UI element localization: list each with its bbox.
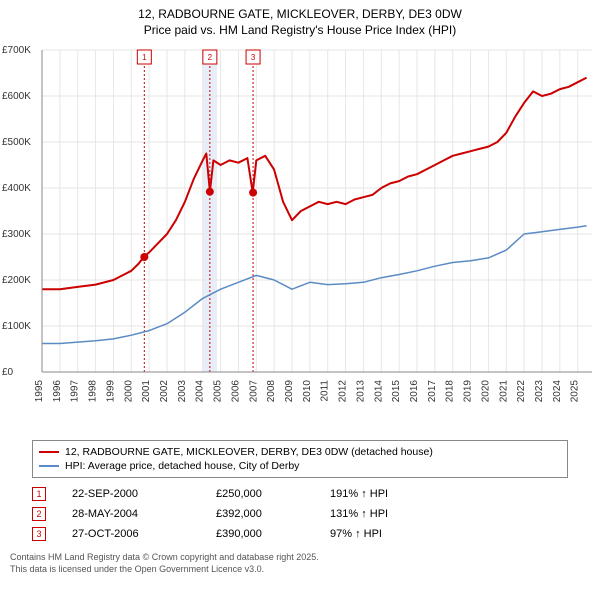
event-date: 28-MAY-2004 — [72, 508, 212, 520]
event-badge: 1 — [32, 487, 46, 501]
event-badge: 3 — [32, 527, 46, 541]
svg-text:2005: 2005 — [213, 380, 224, 403]
svg-text:2009: 2009 — [284, 380, 295, 403]
footer-attribution: Contains HM Land Registry data © Crown c… — [10, 552, 590, 575]
svg-text:2001: 2001 — [141, 380, 152, 403]
svg-text:2011: 2011 — [320, 380, 331, 402]
event-row: 3 27-OCT-2006 £390,000 97% ↑ HPI — [32, 524, 568, 544]
chart-title-block: 12, RADBOURNE GATE, MICKLEOVER, DERBY, D… — [0, 0, 600, 40]
svg-text:2025: 2025 — [570, 380, 581, 403]
footer-line1: Contains HM Land Registry data © Crown c… — [10, 552, 590, 564]
event-row: 2 28-MAY-2004 £392,000 131% ↑ HPI — [32, 504, 568, 524]
svg-text:1999: 1999 — [105, 380, 116, 403]
svg-text:2012: 2012 — [338, 380, 349, 403]
svg-text:2007: 2007 — [248, 380, 259, 403]
svg-text:2: 2 — [208, 53, 213, 62]
legend-label: HPI: Average price, detached house, City… — [65, 460, 299, 472]
svg-text:3: 3 — [251, 53, 256, 62]
legend-swatch — [39, 451, 59, 453]
event-date: 22-SEP-2000 — [72, 488, 212, 500]
event-price: £390,000 — [216, 528, 326, 540]
chart-svg: 1 2 3 £0 £100K £200K £300K £400K £500K £600K £700K… — [0, 44, 600, 434]
footer-line2: This data is licensed under the Open Gov… — [10, 564, 590, 576]
svg-text:2018: 2018 — [445, 380, 456, 403]
svg-text:1998: 1998 — [88, 380, 99, 403]
svg-text:2006: 2006 — [230, 380, 241, 403]
event-date: 27-OCT-2006 — [72, 528, 212, 540]
svg-text:1995: 1995 — [34, 380, 45, 403]
legend-label: 12, RADBOURNE GATE, MICKLEOVER, DERBY, D… — [65, 446, 433, 458]
chart-area: 1 2 3 £0 £100K £200K £300K £400K £500K £600K £700K… — [0, 44, 600, 434]
svg-text:2014: 2014 — [373, 380, 384, 403]
svg-text:2024: 2024 — [552, 380, 563, 403]
svg-text:£100K: £100K — [2, 321, 31, 332]
svg-text:£600K: £600K — [2, 91, 31, 102]
svg-text:2022: 2022 — [516, 380, 527, 403]
event-badge: 2 — [32, 507, 46, 521]
svg-text:1: 1 — [142, 53, 147, 62]
svg-text:1996: 1996 — [52, 380, 63, 403]
svg-text:2008: 2008 — [266, 380, 277, 403]
svg-text:2003: 2003 — [177, 380, 188, 403]
svg-text:£400K: £400K — [2, 183, 31, 194]
svg-text:2013: 2013 — [355, 380, 366, 403]
chart-title-address: 12, RADBOURNE GATE, MICKLEOVER, DERBY, D… — [0, 6, 600, 22]
event-hpi: 131% ↑ HPI — [330, 508, 450, 520]
svg-text:£0: £0 — [2, 367, 14, 378]
svg-text:2010: 2010 — [302, 380, 313, 403]
legend-row: 12, RADBOURNE GATE, MICKLEOVER, DERBY, D… — [39, 445, 561, 459]
legend-row: HPI: Average price, detached house, City… — [39, 459, 561, 473]
svg-text:£300K: £300K — [2, 229, 31, 240]
svg-text:2016: 2016 — [409, 380, 420, 403]
svg-text:2015: 2015 — [391, 380, 402, 403]
svg-text:2004: 2004 — [195, 380, 206, 403]
svg-text:2019: 2019 — [463, 380, 474, 403]
event-price: £392,000 — [216, 508, 326, 520]
svg-text:1997: 1997 — [70, 380, 81, 403]
event-price: £250,000 — [216, 488, 326, 500]
chart-title-subtitle: Price paid vs. HM Land Registry's House … — [0, 22, 600, 38]
legend-box: 12, RADBOURNE GATE, MICKLEOVER, DERBY, D… — [32, 440, 568, 478]
svg-text:2023: 2023 — [534, 380, 545, 403]
svg-text:2000: 2000 — [123, 380, 134, 403]
events-table: 1 22-SEP-2000 £250,000 191% ↑ HPI 2 28-MAY-20… — [32, 484, 568, 544]
svg-text:£700K: £700K — [2, 45, 31, 56]
svg-text:2002: 2002 — [159, 380, 170, 403]
svg-text:£200K: £200K — [2, 275, 31, 286]
legend-swatch — [39, 465, 59, 467]
event-hpi: 97% ↑ HPI — [330, 528, 450, 540]
event-row: 1 22-SEP-2000 £250,000 191% ↑ HPI — [32, 484, 568, 504]
svg-text:2021: 2021 — [498, 380, 509, 403]
svg-text:2017: 2017 — [427, 380, 438, 403]
event-hpi: 191% ↑ HPI — [330, 488, 450, 500]
svg-text:2020: 2020 — [480, 380, 491, 403]
svg-text:£500K: £500K — [2, 137, 31, 148]
